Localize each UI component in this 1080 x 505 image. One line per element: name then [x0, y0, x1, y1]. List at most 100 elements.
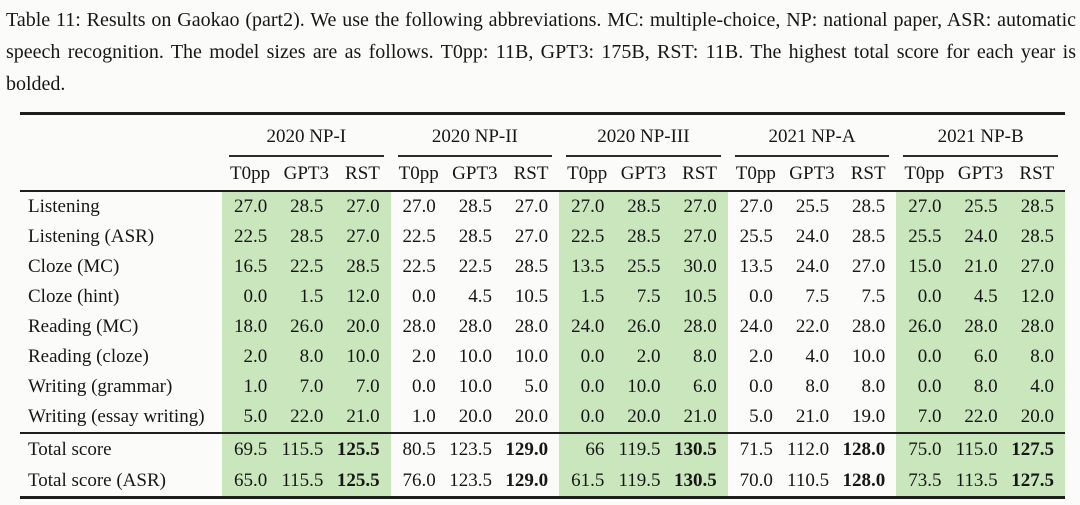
score-cell: 0.0 — [896, 372, 953, 402]
score-cell: 15.0 — [896, 252, 953, 282]
score-cell: 1.5 — [559, 282, 616, 312]
score-cell: 26.0 — [615, 312, 672, 342]
score-cell: 4.0 — [805, 346, 830, 367]
row-label: Listening (ASR) — [28, 226, 155, 247]
model-header-row: T0pp GPT3 RST T0pp GPT3 RST T0pp GPT3 RST T0pp GPT… — [20, 157, 1065, 192]
total-score-cell: 128.0 — [840, 465, 897, 499]
score-cell: 28.5 — [852, 226, 886, 247]
group-header-row: 2020 NP-I 2020 NP-II 2020 NP-III 2021 NP-A 2… — [20, 112, 1065, 157]
table-caption: Table 11: Results on Gaokao (part2). We … — [6, 9, 1076, 95]
score-cell: 10.0 — [615, 372, 672, 402]
total-score-cell: 129.0 — [502, 465, 560, 499]
score-cell: 24.0 — [952, 222, 1009, 252]
column-header: RST — [502, 157, 560, 192]
score-cell: 22.5 — [402, 226, 436, 247]
score-cell: 0.0 — [749, 376, 773, 397]
total-row: Total score (ASR) 65.0 115.5 125.5 76.0 123.5… — [20, 465, 1065, 499]
total-score-cell: 130.5 — [671, 465, 728, 499]
total-score-cell: 129.0 — [502, 432, 560, 465]
group-header-label: 2020 NP-III — [566, 126, 721, 157]
row-label: Reading (cloze) — [28, 346, 149, 367]
row-label: Writing (essay writing) — [28, 406, 205, 427]
score-cell: 8.0 — [952, 372, 1009, 402]
score-cell: 4.0 — [1008, 372, 1065, 402]
score-cell: 19.0 — [852, 406, 886, 427]
total-score-cell: 61.5 — [559, 465, 616, 499]
score-cell: 28.0 — [402, 316, 436, 337]
score-cell: 0.0 — [559, 372, 616, 402]
table-head: 2020 NP-I 2020 NP-II 2020 NP-III 2021 NP-A 2… — [20, 112, 1065, 192]
table-row: Writing (grammar) 1.0 7.0 7.0 0.0 10.0 5.0 0.0 1… — [20, 372, 1065, 402]
score-cell: 21.0 — [671, 402, 728, 433]
score-cell: 28.0 — [852, 316, 886, 337]
score-cell: 0.0 — [749, 286, 773, 307]
score-cell: 28.0 — [458, 316, 492, 337]
table-row: Listening 27.0 28.5 27.0 27.0 28.5 27.0 27.0 28.… — [20, 191, 1065, 222]
score-cell: 28.5 — [615, 222, 672, 252]
score-cell: 25.5 — [952, 191, 1009, 222]
column-header: RST — [671, 157, 728, 192]
score-cell: 27.0 — [671, 191, 728, 222]
score-cell: 28.5 — [1008, 222, 1065, 252]
score-cell: 2.0 — [412, 346, 436, 367]
score-cell: 10.0 — [514, 346, 549, 367]
total-score-cell: 70.0 — [727, 465, 784, 499]
score-cell: 8.0 — [278, 342, 335, 372]
score-cell: 8.0 — [1008, 342, 1065, 372]
score-cell: 22.5 — [222, 222, 279, 252]
score-cell: 27.0 — [222, 191, 279, 222]
score-cell: 27.0 — [334, 222, 391, 252]
score-cell: 25.5 — [795, 196, 830, 217]
total-score-cell: 115.0 — [952, 432, 1009, 465]
score-cell: 22.5 — [278, 252, 335, 282]
column-header: T0pp — [390, 157, 447, 192]
score-cell: 28.5 — [514, 256, 549, 277]
score-cell: 27.0 — [671, 222, 728, 252]
score-cell: 0.0 — [222, 282, 279, 312]
score-cell: 24.0 — [559, 312, 616, 342]
score-cell: 24.0 — [795, 226, 830, 247]
total-score-cell: 110.5 — [783, 465, 841, 499]
score-cell: 28.5 — [852, 196, 886, 217]
results-table: 2020 NP-I 2020 NP-II 2020 NP-III 2021 NP-A 2… — [20, 112, 1065, 499]
column-header: GPT3 — [278, 157, 335, 192]
total-score-cell: 71.5 — [727, 432, 784, 465]
corner-cell — [20, 157, 223, 192]
score-cell: 10.5 — [514, 286, 549, 307]
total-score-cell: 69.5 — [222, 432, 279, 465]
score-cell: 21.0 — [334, 402, 391, 433]
score-cell: 5.0 — [524, 376, 549, 397]
group-header: 2021 NP-B — [896, 112, 1065, 157]
score-cell: 1.0 — [412, 406, 436, 427]
score-cell: 13.5 — [559, 252, 616, 282]
total-row-label: Total score — [20, 432, 223, 465]
group-header: 2020 NP-I — [222, 112, 391, 157]
total-score-cell: 125.5 — [334, 465, 391, 499]
score-cell: 1.0 — [222, 372, 279, 402]
score-cell: 1.5 — [278, 282, 335, 312]
score-cell: 21.0 — [952, 252, 1009, 282]
score-cell: 2.0 — [749, 346, 773, 367]
corner-cell — [20, 112, 223, 157]
score-cell: 0.0 — [412, 286, 436, 307]
group-header-label: 2020 NP-I — [229, 126, 384, 157]
score-cell: 8.0 — [671, 342, 728, 372]
total-score-cell: 127.5 — [1008, 465, 1065, 499]
total-score-cell: 119.5 — [615, 432, 672, 465]
row-label: Listening — [28, 196, 100, 217]
score-cell: 27.0 — [514, 196, 549, 217]
group-header-label: 2021 NP-A — [734, 126, 890, 157]
score-cell: 22.5 — [402, 256, 436, 277]
score-cell: 25.5 — [896, 222, 953, 252]
score-cell: 8.0 — [861, 376, 886, 397]
score-cell: 16.5 — [222, 252, 279, 282]
score-cell: 27.0 — [402, 196, 436, 217]
score-cell: 28.0 — [514, 316, 549, 337]
total-score-cell: 115.5 — [278, 432, 335, 465]
score-cell: 27.0 — [896, 191, 953, 222]
score-cell: 28.0 — [952, 312, 1009, 342]
score-cell: 27.0 — [1008, 252, 1065, 282]
score-cell: 20.0 — [458, 406, 492, 427]
score-cell: 28.5 — [1008, 191, 1065, 222]
score-cell: 7.5 — [805, 286, 830, 307]
